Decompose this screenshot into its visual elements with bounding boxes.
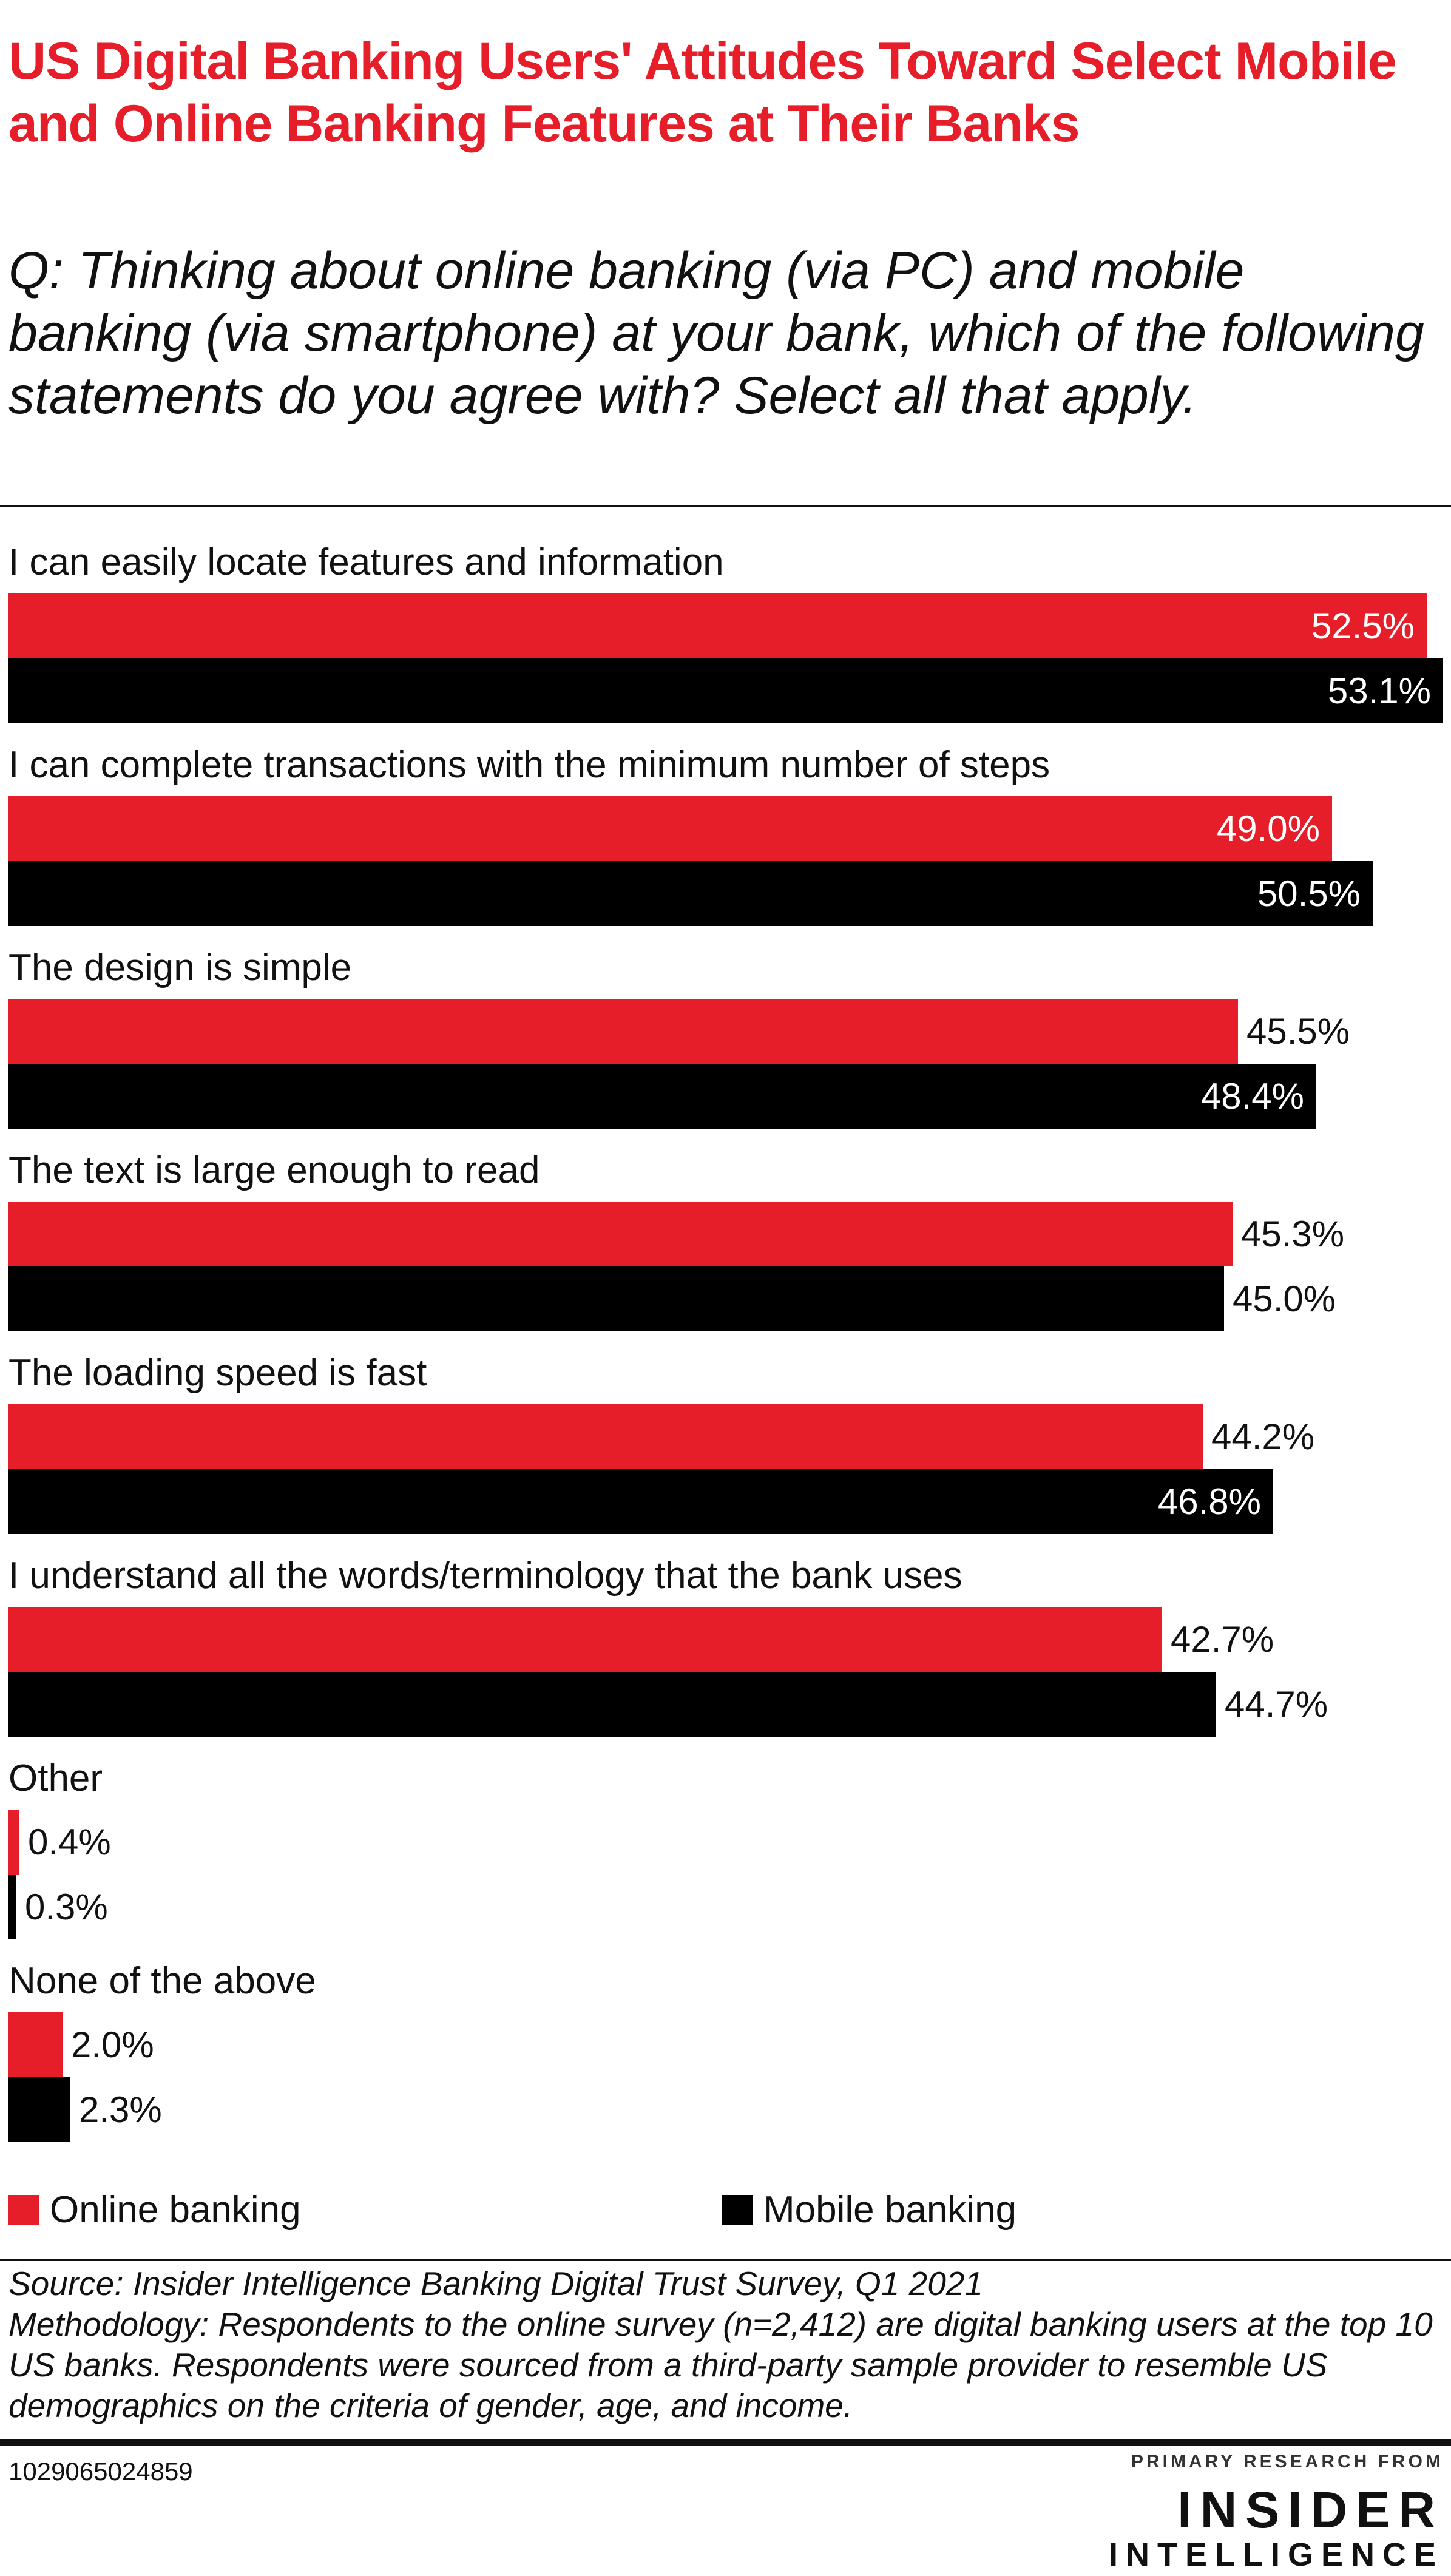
methodology-text: Methodology: Respondents to the online s… (8, 2305, 1433, 2424)
brand-logo-intelligence: INTELLIGENCE (1108, 2537, 1444, 2573)
data-label-online-banking-5: 44.2% (1211, 1416, 1315, 1457)
category-label-2: I can complete transactions with the min… (8, 744, 1050, 786)
legend-swatch-online-banking (8, 2195, 39, 2225)
bar-mobile-banking-7 (8, 1875, 16, 1939)
bar-mobile-banking-3 (8, 1064, 1316, 1129)
data-label-online-banking-4: 45.3% (1241, 1214, 1345, 1254)
bar-mobile-banking-1 (8, 658, 1443, 723)
data-label-mobile-banking-3: 48.4% (1200, 1076, 1304, 1117)
category-label-1: I can easily locate features and informa… (8, 541, 724, 583)
brand-tagline: PRIMARY RESEARCH FROM (1131, 2452, 1444, 2472)
bar-mobile-banking-6 (8, 1672, 1216, 1737)
bar-online-banking-6 (8, 1607, 1162, 1672)
data-label-mobile-banking-1: 53.1% (1327, 671, 1431, 711)
data-label-online-banking-6: 42.7% (1171, 1619, 1274, 1660)
data-label-online-banking-1: 52.5% (1311, 606, 1415, 646)
bar-mobile-banking-2 (8, 861, 1373, 926)
category-label-4: The text is large enough to read (8, 1149, 540, 1191)
data-label-mobile-banking-4: 45.0% (1233, 1279, 1336, 1319)
bar-mobile-banking-8 (8, 2077, 70, 2142)
source-divider (0, 2259, 1451, 2261)
data-label-mobile-banking-7: 0.3% (25, 1887, 108, 1927)
footer-divider (0, 2439, 1451, 2446)
data-label-mobile-banking-6: 44.7% (1225, 1684, 1328, 1725)
brand-logo-insider: INSIDER (1177, 2481, 1444, 2538)
bar-online-banking-8 (8, 2012, 63, 2077)
legend-swatch-mobile-banking (722, 2195, 753, 2225)
bar-online-banking-4 (8, 1202, 1233, 1266)
top-divider (0, 505, 1451, 507)
bar-mobile-banking-4 (8, 1266, 1224, 1331)
data-label-online-banking-7: 0.4% (28, 1822, 111, 1862)
source-note: Source: Insider Intelligence Banking Dig… (8, 2263, 1441, 2426)
data-label-online-banking-2: 49.0% (1216, 808, 1320, 849)
bar-chart: I can easily locate features and informa… (0, 510, 1451, 2172)
data-label-mobile-banking-5: 46.8% (1157, 1481, 1261, 1522)
bar-online-banking-1 (8, 593, 1427, 658)
bar-online-banking-5 (8, 1404, 1203, 1469)
data-label-mobile-banking-2: 50.5% (1257, 873, 1361, 914)
category-label-6: I understand all the words/terminology t… (8, 1555, 962, 1597)
category-label-7: Other (8, 1757, 103, 1799)
chart-id: 1029065024859 (8, 2457, 193, 2486)
bar-mobile-banking-5 (8, 1469, 1273, 1534)
source-text: Source: Insider Intelligence Banking Dig… (8, 2265, 984, 2302)
data-label-online-banking-8: 2.0% (71, 2024, 154, 2065)
bar-online-banking-2 (8, 796, 1332, 861)
category-label-8: None of the above (8, 1960, 316, 2002)
bar-online-banking-3 (8, 999, 1238, 1064)
chart-title: US Digital Banking Users' Attitudes Towa… (8, 32, 1397, 153)
data-label-online-banking-3: 45.5% (1246, 1011, 1350, 1052)
bar-online-banking-7 (8, 1810, 19, 1875)
data-label-mobile-banking-8: 2.3% (79, 2089, 162, 2130)
chart-subtitle: Q: Thinking about online banking (via PC… (8, 242, 1424, 425)
category-label-5: The loading speed is fast (8, 1352, 427, 1394)
category-label-3: The design is simple (8, 947, 352, 989)
legend-label-online-banking: Online banking (50, 2189, 301, 2231)
legend-label-mobile-banking: Mobile banking (763, 2189, 1017, 2231)
